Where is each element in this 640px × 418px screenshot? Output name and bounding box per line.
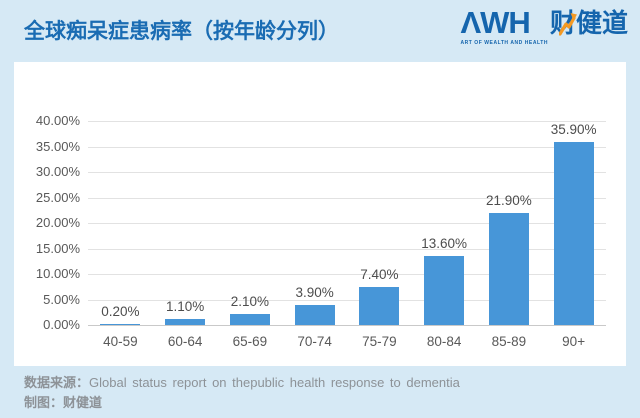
gridline: [88, 197, 606, 199]
chart-card: 40.00% 35.00% 30.00% 25.00% 20.00% 15.00% 10.0…: [14, 62, 626, 366]
y-axis-tick: 25.00%: [35, 189, 80, 205]
bar-column-80-84: 13.60% 80-84: [412, 121, 477, 349]
gridline: [88, 274, 606, 275]
bar-value-label: 21.90%: [485, 193, 532, 209]
gridline: [88, 172, 606, 173]
source-line: 数据来源：Global status report on thepublic h…: [24, 373, 624, 393]
bar-column-85-89: 21.90% 85-89: [477, 121, 542, 349]
bar: [229, 314, 270, 325]
brand-logo: ΛWH ART OF WEALTH AND HEALTH 财健道: [460, 5, 628, 46]
logo-tagline: ART OF WEALTH AND HEALTH: [460, 40, 548, 46]
x-axis-tick: 85-89: [491, 334, 527, 349]
logo-cn-text: 财健道: [549, 8, 628, 38]
logo-latin-block: ΛWH ART OF WEALTH AND HEALTH: [460, 5, 548, 46]
source-label: 数据来源：: [24, 375, 90, 390]
y-axis-tick: 30.00%: [35, 164, 80, 179]
x-axis-tick: 70-74: [297, 334, 332, 349]
x-axis-baseline: [88, 325, 606, 326]
trend-up-arrow-icon: [558, 13, 577, 36]
bar-columns: 0.20% 40-59 1.10% 60-64 2.10% 65-69 3.90% 70-74…: [88, 121, 606, 349]
bar-column-90+: 35.90% 90+: [541, 121, 606, 349]
bar-value-label: 0.20%: [101, 303, 140, 319]
y-axis-tick: 40.00%: [35, 113, 80, 128]
credit-label: 制图：: [24, 395, 64, 410]
page-title: 全球痴呆症患病率（按年龄分列）: [24, 20, 339, 43]
bar-value-label: 3.90%: [295, 285, 334, 301]
x-axis-tick: 80-84: [426, 334, 462, 349]
credit-text: 财健道: [63, 395, 103, 410]
bar-column-40-59: 0.20% 40-59: [88, 121, 153, 349]
bar: [553, 141, 594, 325]
bar-value-label: 13.60%: [421, 235, 468, 251]
gridline: [88, 121, 606, 122]
logo-wordmark-latin: ΛWH: [460, 5, 530, 40]
x-axis-tick: 65-69: [232, 334, 268, 349]
bar: [165, 319, 206, 325]
bar: [294, 305, 335, 325]
source-text: Global status report on thepublic health…: [89, 375, 460, 390]
bar-column-60-64: 1.10% 60-64: [153, 121, 218, 349]
gridline: [88, 299, 606, 301]
x-axis-tick: 40-59: [103, 334, 138, 349]
bar-column-70-74: 3.90% 70-74: [282, 121, 347, 349]
bar-column-65-69: 2.10% 65-69: [218, 121, 283, 349]
gridline: [88, 146, 606, 148]
logo-wordmark-cn: 财健道: [550, 8, 628, 38]
bar: [424, 255, 465, 325]
bar: [100, 324, 141, 325]
y-axis: 40.00% 35.00% 30.00% 25.00% 20.00% 15.00% 10.0…: [14, 62, 80, 366]
x-axis-tick: 90+: [562, 334, 586, 349]
bar-value-label: 7.40%: [360, 267, 399, 283]
x-axis-tick: 60-64: [167, 334, 203, 349]
x-axis-tick: 75-79: [362, 334, 397, 349]
y-axis-tick: 5.00%: [43, 291, 80, 307]
bar: [488, 213, 529, 325]
bar: [359, 287, 400, 325]
gridline: [88, 223, 606, 224]
y-axis-tick: 20.00%: [35, 215, 80, 230]
bar-column-75-79: 7.40% 75-79: [347, 121, 412, 349]
bar-chart-plot-area: 0.20% 40-59 1.10% 60-64 2.10% 65-69 3.90% 70-74…: [88, 121, 606, 349]
footer: 数据来源：Global status report on thepublic h…: [24, 373, 624, 413]
y-axis-tick: 0.00%: [43, 317, 80, 332]
y-axis-tick: 35.00%: [35, 138, 80, 154]
header: 全球痴呆症患病率（按年龄分列） ΛWH ART OF WEALTH AND HE…: [0, 0, 640, 62]
bar-value-label: 1.10%: [165, 299, 205, 315]
y-axis-tick: 10.00%: [35, 266, 80, 281]
bar-value-label: 2.10%: [230, 294, 270, 310]
bar-value-label: 35.90%: [550, 121, 597, 137]
credit-line: 制图：财健道: [24, 393, 624, 413]
y-axis-tick: 15.00%: [35, 240, 80, 256]
gridline: [88, 248, 606, 250]
